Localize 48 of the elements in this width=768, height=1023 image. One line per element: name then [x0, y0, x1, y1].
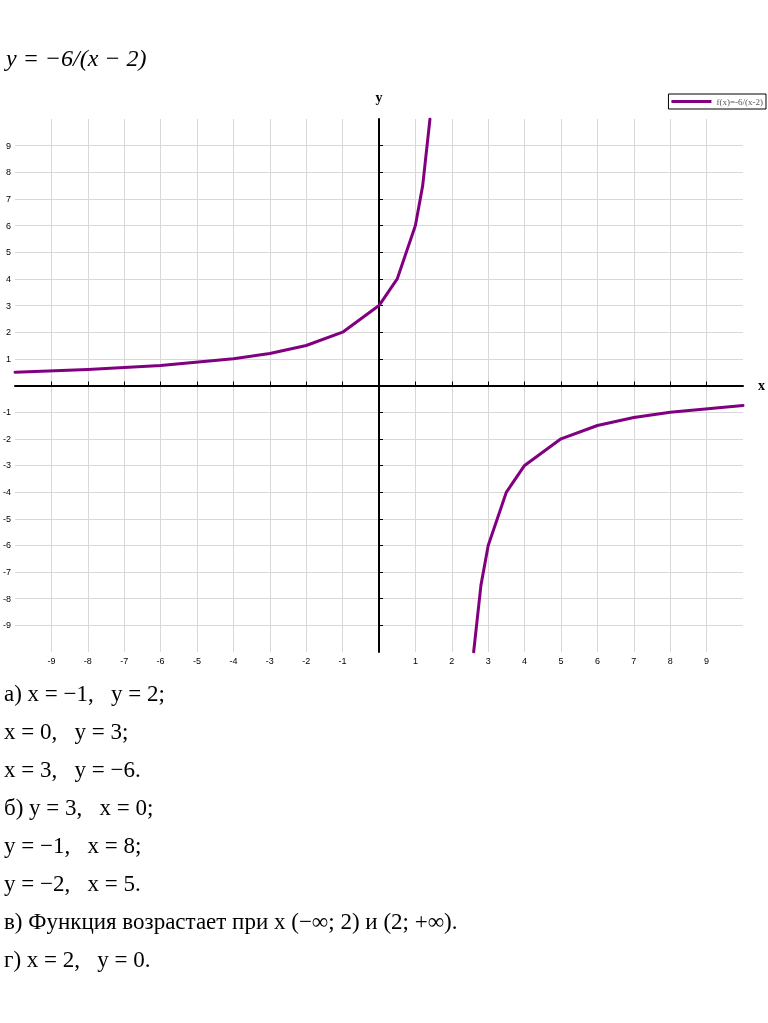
text: y = −2, x = 5. — [4, 870, 142, 898]
x-tick-label: -5 — [192, 655, 202, 666]
x-tick-label: 6 — [594, 655, 600, 666]
y-tick-label: -2 — [2, 433, 11, 444]
legend-label: f(x)=-6/(x-2) — [716, 96, 764, 107]
text: в) Функция возрастает при x (−∞; 2) и (2; +∞). — [4, 908, 458, 936]
text: x = 0, y = 3; — [4, 718, 130, 746]
y-tick-label: -9 — [2, 620, 11, 631]
y-tick-label: -6 — [2, 540, 11, 551]
text: а) x = −1, y = 2; — [4, 680, 166, 708]
chart-title: y = −6/(x − 2) — [6, 45, 147, 72]
x-tick-label: -9 — [47, 655, 56, 666]
y-tick-label: -1 — [2, 407, 11, 418]
x-tick-label: 1 — [412, 655, 418, 666]
x-tick-label: 4 — [522, 655, 528, 666]
y-axis-title: y — [375, 89, 383, 105]
y-tick-label: -4 — [2, 487, 11, 498]
text: x = 3, y = −6. — [4, 756, 142, 784]
x-tick-label: -8 — [83, 655, 92, 666]
x-axis-title: x — [758, 378, 765, 393]
x-tick-label: 5 — [558, 655, 564, 666]
y-tick-label: -5 — [2, 513, 11, 524]
text: y = −1, x = 8; — [4, 832, 143, 860]
y-tick-label: 5 — [5, 247, 11, 258]
x-tick-label: 7 — [631, 655, 637, 666]
x-tick-label: 2 — [449, 655, 455, 666]
y-tick-label: 8 — [5, 167, 11, 178]
y-tick-label: 6 — [5, 220, 11, 231]
x-tick-label: -4 — [229, 655, 238, 666]
y-tick-label: 7 — [5, 193, 11, 204]
x-tick-label: -3 — [265, 655, 274, 666]
text: б) y = 3, x = 0; — [4, 794, 155, 822]
y-tick-label: 3 — [5, 300, 11, 311]
x-tick-label: -2 — [302, 655, 311, 666]
x-tick-label: 9 — [704, 655, 710, 666]
x-tick-label: -1 — [338, 655, 347, 666]
y-tick-label: 1 — [5, 353, 11, 364]
y-tick-label: -3 — [2, 460, 11, 471]
x-tick-label: 3 — [485, 655, 491, 666]
x-tick-label: 8 — [667, 655, 673, 666]
text: г) x = 2, y = 0. — [4, 946, 152, 974]
y-tick-label: -7 — [2, 567, 11, 578]
y-tick-label: 4 — [5, 273, 11, 284]
y-tick-label: 9 — [5, 140, 11, 151]
x-tick-label: -6 — [156, 655, 165, 666]
y-tick-label: 2 — [5, 327, 11, 338]
x-tick-label: -7 — [120, 655, 129, 666]
y-tick-label: -8 — [2, 593, 11, 604]
